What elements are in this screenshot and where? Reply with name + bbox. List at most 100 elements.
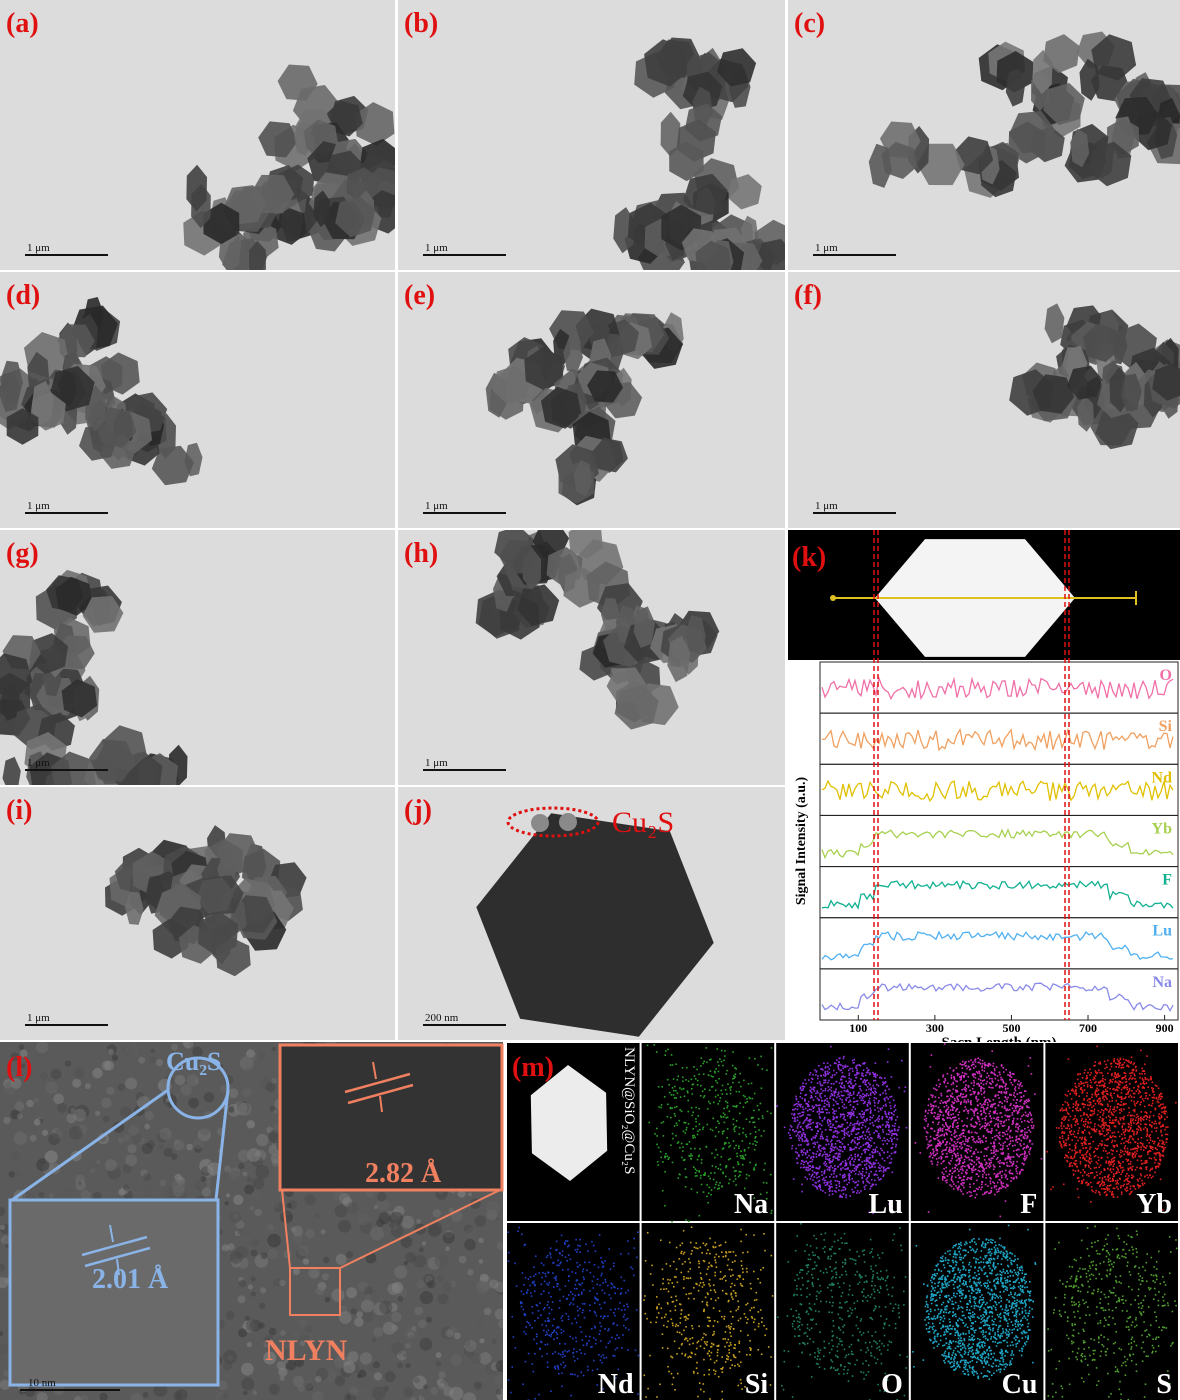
eds-signal — [933, 1155, 935, 1157]
eds-signal — [808, 1079, 810, 1081]
eds-signal — [840, 1141, 842, 1143]
eds-signal — [968, 1164, 970, 1166]
eds-signal — [941, 1100, 943, 1102]
eds-signal — [865, 1185, 867, 1187]
eds-signal — [1028, 1121, 1030, 1123]
eds-signal — [1009, 1171, 1011, 1173]
eds-signal — [942, 1178, 944, 1180]
texture — [160, 1128, 172, 1140]
eds-signal — [976, 1159, 978, 1161]
eds-signal — [870, 1171, 872, 1173]
eds-signal — [812, 1159, 814, 1161]
eds-signal — [938, 1177, 940, 1179]
eds-signal — [802, 1150, 804, 1152]
eds-signal — [1011, 1156, 1013, 1158]
eds-signal — [988, 1063, 990, 1065]
eds-signal — [814, 1137, 816, 1139]
eds-signal — [830, 1141, 832, 1143]
eds-signal — [977, 1105, 979, 1107]
texture — [445, 1246, 450, 1251]
eds-signal — [948, 1113, 950, 1115]
eds-signal — [888, 1140, 890, 1142]
eds-signal — [1013, 1118, 1015, 1120]
eds-signal — [1019, 1143, 1021, 1145]
eds-signal — [845, 1081, 847, 1083]
eds-signal — [882, 1116, 884, 1118]
eds-signal — [1000, 1123, 1002, 1125]
eds-signal — [738, 1147, 740, 1149]
eds-signal — [745, 1154, 747, 1156]
eds-signal — [869, 1162, 871, 1164]
eds-signal — [661, 1122, 663, 1124]
eds-signal — [966, 1179, 968, 1181]
eds-signal — [835, 1168, 837, 1170]
texture — [118, 1084, 125, 1091]
eds-signal — [800, 1131, 802, 1133]
eds-signal — [928, 1098, 930, 1100]
eds-signal — [728, 1146, 730, 1148]
eds-signal — [930, 1106, 932, 1108]
eds-signal — [870, 1140, 872, 1142]
eds-signal — [959, 1112, 961, 1114]
eds-signal — [836, 1072, 838, 1074]
eds-signal — [852, 1170, 854, 1172]
eds-signal — [990, 1190, 992, 1192]
eds-signal — [825, 1180, 827, 1182]
eds-signal — [803, 1164, 805, 1166]
texture — [251, 1250, 258, 1257]
eds-signal — [937, 1124, 939, 1126]
eds-signal — [819, 1149, 821, 1151]
eds-signal — [969, 1186, 971, 1188]
eds-signal — [982, 1106, 984, 1108]
eds-signal — [985, 1184, 987, 1186]
texture — [416, 1219, 421, 1224]
eds-signal — [755, 1136, 757, 1138]
eds-signal — [695, 1118, 697, 1120]
eds-signal — [816, 1177, 818, 1179]
eds-signal — [1136, 1167, 1138, 1169]
eds-signal — [840, 1114, 842, 1116]
eds-signal — [881, 1150, 883, 1152]
texture — [42, 1130, 48, 1136]
eds-signal — [820, 1145, 822, 1147]
eds-signal — [930, 1066, 932, 1068]
eds-signal — [868, 1173, 870, 1175]
eds-signal — [830, 1096, 832, 1098]
eds-signal — [1001, 1065, 1003, 1067]
eds-signal — [677, 1092, 679, 1094]
eds-signal — [813, 1156, 815, 1158]
texture — [65, 1060, 72, 1067]
eds-signal — [798, 1124, 800, 1126]
eds-signal — [1013, 1073, 1015, 1075]
eds-signal — [825, 1192, 827, 1194]
eds-signal — [1019, 1092, 1021, 1094]
eds-signal — [867, 1142, 869, 1144]
eds-signal — [1027, 1127, 1029, 1129]
eds-signal — [847, 1115, 849, 1117]
eds-signal — [1015, 1102, 1017, 1104]
eds-signal — [841, 1091, 843, 1093]
eds-signal — [1002, 1147, 1004, 1149]
eds-signal — [1016, 1177, 1018, 1179]
texture — [403, 1387, 413, 1397]
texture — [251, 1277, 256, 1282]
eds-signal — [996, 1174, 998, 1176]
eds-signal — [1000, 1144, 1002, 1146]
eds-signal — [818, 1105, 820, 1107]
eds-signal — [812, 1079, 814, 1081]
eds-signal — [748, 1175, 750, 1177]
eds-signal — [864, 1160, 866, 1162]
eds-signal — [1017, 1093, 1019, 1095]
eds-signal — [999, 1138, 1001, 1140]
x-tick-label: 100 — [849, 1021, 867, 1035]
eds-signal — [682, 1080, 684, 1082]
eds-signal — [692, 1112, 694, 1114]
eds-signal — [869, 1182, 871, 1184]
element-label: Yb — [1152, 820, 1173, 837]
eds-signal — [949, 1170, 951, 1172]
eds-signal — [723, 1116, 725, 1118]
eds-signal — [963, 1182, 965, 1184]
eds-signal — [1006, 1099, 1008, 1101]
eds-signal — [891, 1148, 893, 1150]
eds-signal — [967, 1177, 969, 1179]
